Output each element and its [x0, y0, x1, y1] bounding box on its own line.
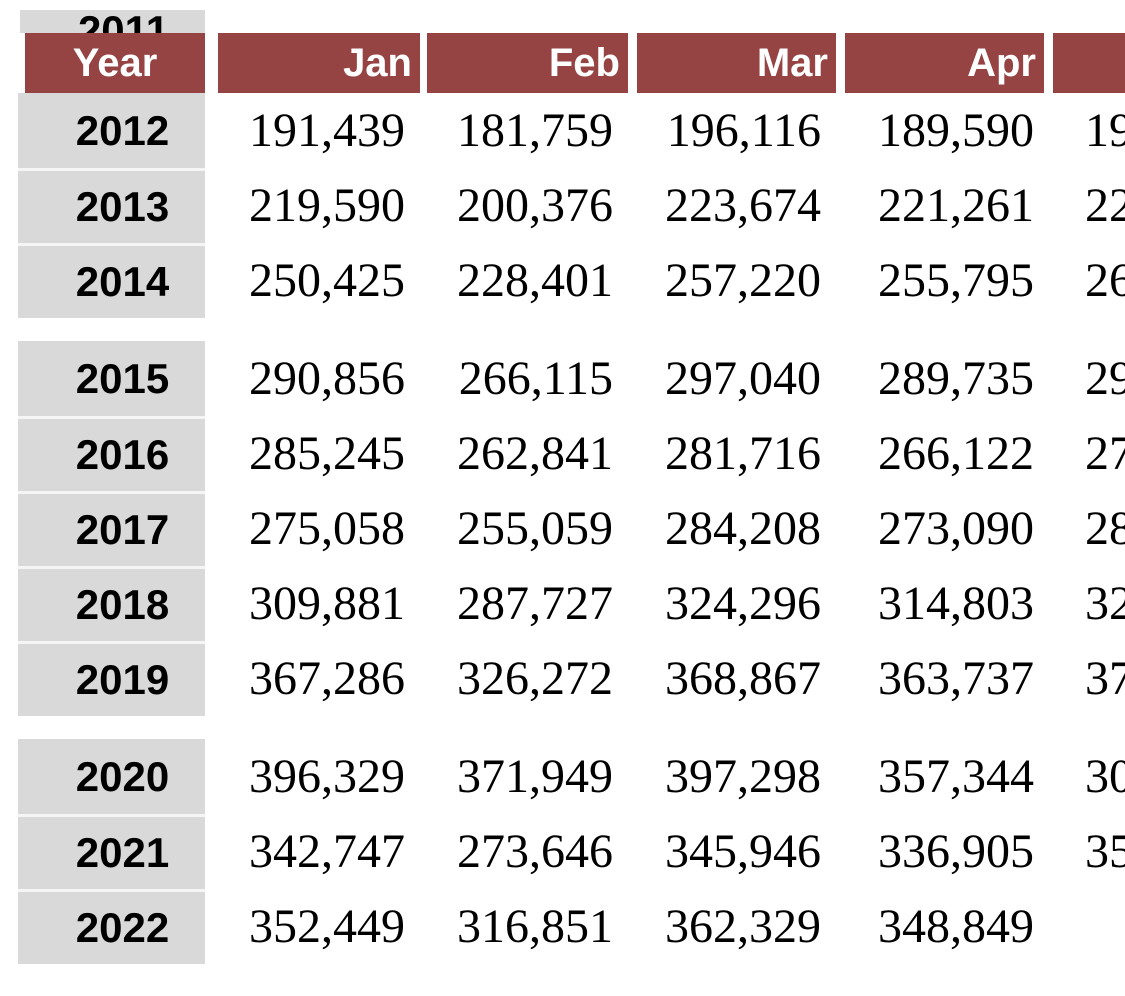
value-cell-may-partial: 35 [1085, 825, 1125, 878]
table-row-2012: 2012 191,439 181,759 196,116 189,590 19 [18, 93, 1125, 168]
value-cell-jan: 219,590 [249, 179, 405, 232]
value-cell-feb: 316,851 [457, 900, 613, 953]
table-row-2019: 2019 367,286 326,272 368,867 363,737 37 [18, 641, 1125, 716]
header-feb: Feb [427, 33, 628, 93]
value-cell-feb: 262,841 [457, 427, 613, 480]
value-cell-apr: 336,905 [878, 825, 1034, 878]
value-cell-may-partial: 32 [1085, 577, 1125, 630]
value-cell-mar: 324,296 [665, 577, 821, 630]
value-cell-mar: 284,208 [665, 502, 821, 555]
year-cell: 2016 [18, 416, 205, 491]
value-cell-mar: 297,040 [665, 352, 821, 405]
table-row-2020: 2020 396,329 371,949 397,298 357,344 30 [18, 739, 1125, 814]
value-cell-jan: 309,881 [249, 577, 405, 630]
table-row-2017: 2017 275,058 255,059 284,208 273,090 28 [18, 491, 1125, 566]
value-cell-mar: 368,867 [665, 652, 821, 705]
value-cell-jan: 191,439 [249, 104, 405, 157]
value-cell-may-partial: 29 [1085, 352, 1125, 405]
value-cell-feb: 371,949 [457, 750, 613, 803]
table-row-2015: 2015 290,856 266,115 297,040 289,735 29 [18, 341, 1125, 416]
value-cell-jan: 250,425 [249, 254, 405, 307]
table-row-2013: 2013 219,590 200,376 223,674 221,261 22 [18, 168, 1125, 243]
table-row-2018: 2018 309,881 287,727 324,296 314,803 32 [18, 566, 1125, 641]
year-cell: 2013 [18, 168, 205, 243]
partial-row-2011: 2011 [20, 10, 205, 33]
year-cell: 2018 [18, 566, 205, 641]
value-cell-feb: 200,376 [457, 179, 613, 232]
value-cell-may-partial: 22 [1085, 179, 1125, 232]
header-may-partial [1053, 33, 1125, 93]
value-cell-may-partial: 27 [1085, 427, 1125, 480]
value-cell-apr: 314,803 [878, 577, 1034, 630]
value-cell-feb: 326,272 [457, 652, 613, 705]
table-row-2016: 2016 285,245 262,841 281,716 266,122 27 [18, 416, 1125, 491]
value-cell-mar: 345,946 [665, 825, 821, 878]
value-cell-may-partial: 37 [1085, 652, 1125, 705]
header-year: Year [25, 33, 205, 93]
value-cell-may-partial: 28 [1085, 502, 1125, 555]
value-cell-feb: 266,115 [458, 352, 613, 405]
value-cell-mar: 223,674 [665, 179, 821, 232]
year-cell: 2012 [18, 93, 205, 168]
value-cell-jan: 342,747 [249, 825, 405, 878]
value-cell-jan: 275,058 [249, 502, 405, 555]
value-cell-jan: 285,245 [249, 427, 405, 480]
value-cell-mar: 196,116 [666, 104, 821, 157]
row-group-3: 2020 396,329 371,949 397,298 357,344 30 … [18, 739, 1125, 964]
value-cell-mar: 257,220 [665, 254, 821, 307]
value-cell-mar: 281,716 [665, 427, 821, 480]
row-group-1: 2012 191,439 181,759 196,116 189,590 19 … [18, 93, 1125, 318]
value-cell-apr: 363,737 [878, 652, 1034, 705]
value-cell-apr: 266,122 [878, 427, 1034, 480]
value-cell-jan: 367,286 [249, 652, 405, 705]
year-cell: 2022 [18, 889, 205, 964]
header-mar: Mar [637, 33, 836, 93]
value-cell-may-partial: 30 [1085, 750, 1125, 803]
value-cell-apr: 348,849 [878, 900, 1034, 953]
year-cell: 2021 [18, 814, 205, 889]
value-cell-mar: 397,298 [665, 750, 821, 803]
value-cell-may-partial [1053, 889, 1125, 964]
row-group-2: 2015 290,856 266,115 297,040 289,735 29 … [18, 341, 1125, 716]
value-cell-jan: 352,449 [249, 900, 405, 953]
value-cell-may-partial: 26 [1085, 254, 1125, 307]
value-cell-apr: 255,795 [878, 254, 1034, 307]
value-cell-feb: 273,646 [457, 825, 613, 878]
table-body: 2012 191,439 181,759 196,116 189,590 19 … [18, 93, 1125, 987]
year-cell: 2015 [18, 341, 205, 416]
year-cell: 2020 [18, 739, 205, 814]
value-cell-feb: 287,727 [457, 577, 613, 630]
value-cell-feb: 228,401 [457, 254, 613, 307]
value-cell-apr: 189,590 [878, 104, 1034, 157]
value-cell-may-partial: 19 [1085, 104, 1125, 157]
table-row-2014: 2014 250,425 228,401 257,220 255,795 26 [18, 243, 1125, 318]
header-jan: Jan [218, 33, 420, 93]
value-cell-feb: 255,059 [457, 502, 613, 555]
table-row-2021: 2021 342,747 273,646 345,946 336,905 35 [18, 814, 1125, 889]
partial-year-label: 2011 [20, 10, 205, 33]
year-cell: 2019 [18, 641, 205, 716]
value-cell-apr: 357,344 [878, 750, 1034, 803]
value-cell-apr: 221,261 [878, 179, 1034, 232]
value-cell-feb: 181,759 [457, 104, 613, 157]
table-row-2022: 2022 352,449 316,851 362,329 348,849 [18, 889, 1125, 964]
year-cell: 2014 [18, 243, 205, 318]
value-cell-jan: 396,329 [249, 750, 405, 803]
header-apr: Apr [845, 33, 1044, 93]
value-cell-jan: 290,856 [249, 352, 405, 405]
value-cell-apr: 273,090 [878, 502, 1034, 555]
value-cell-apr: 289,735 [878, 352, 1034, 405]
year-cell: 2017 [18, 491, 205, 566]
value-cell-mar: 362,329 [665, 900, 821, 953]
table-header-row: Year Jan Feb Mar Apr [25, 33, 1125, 93]
